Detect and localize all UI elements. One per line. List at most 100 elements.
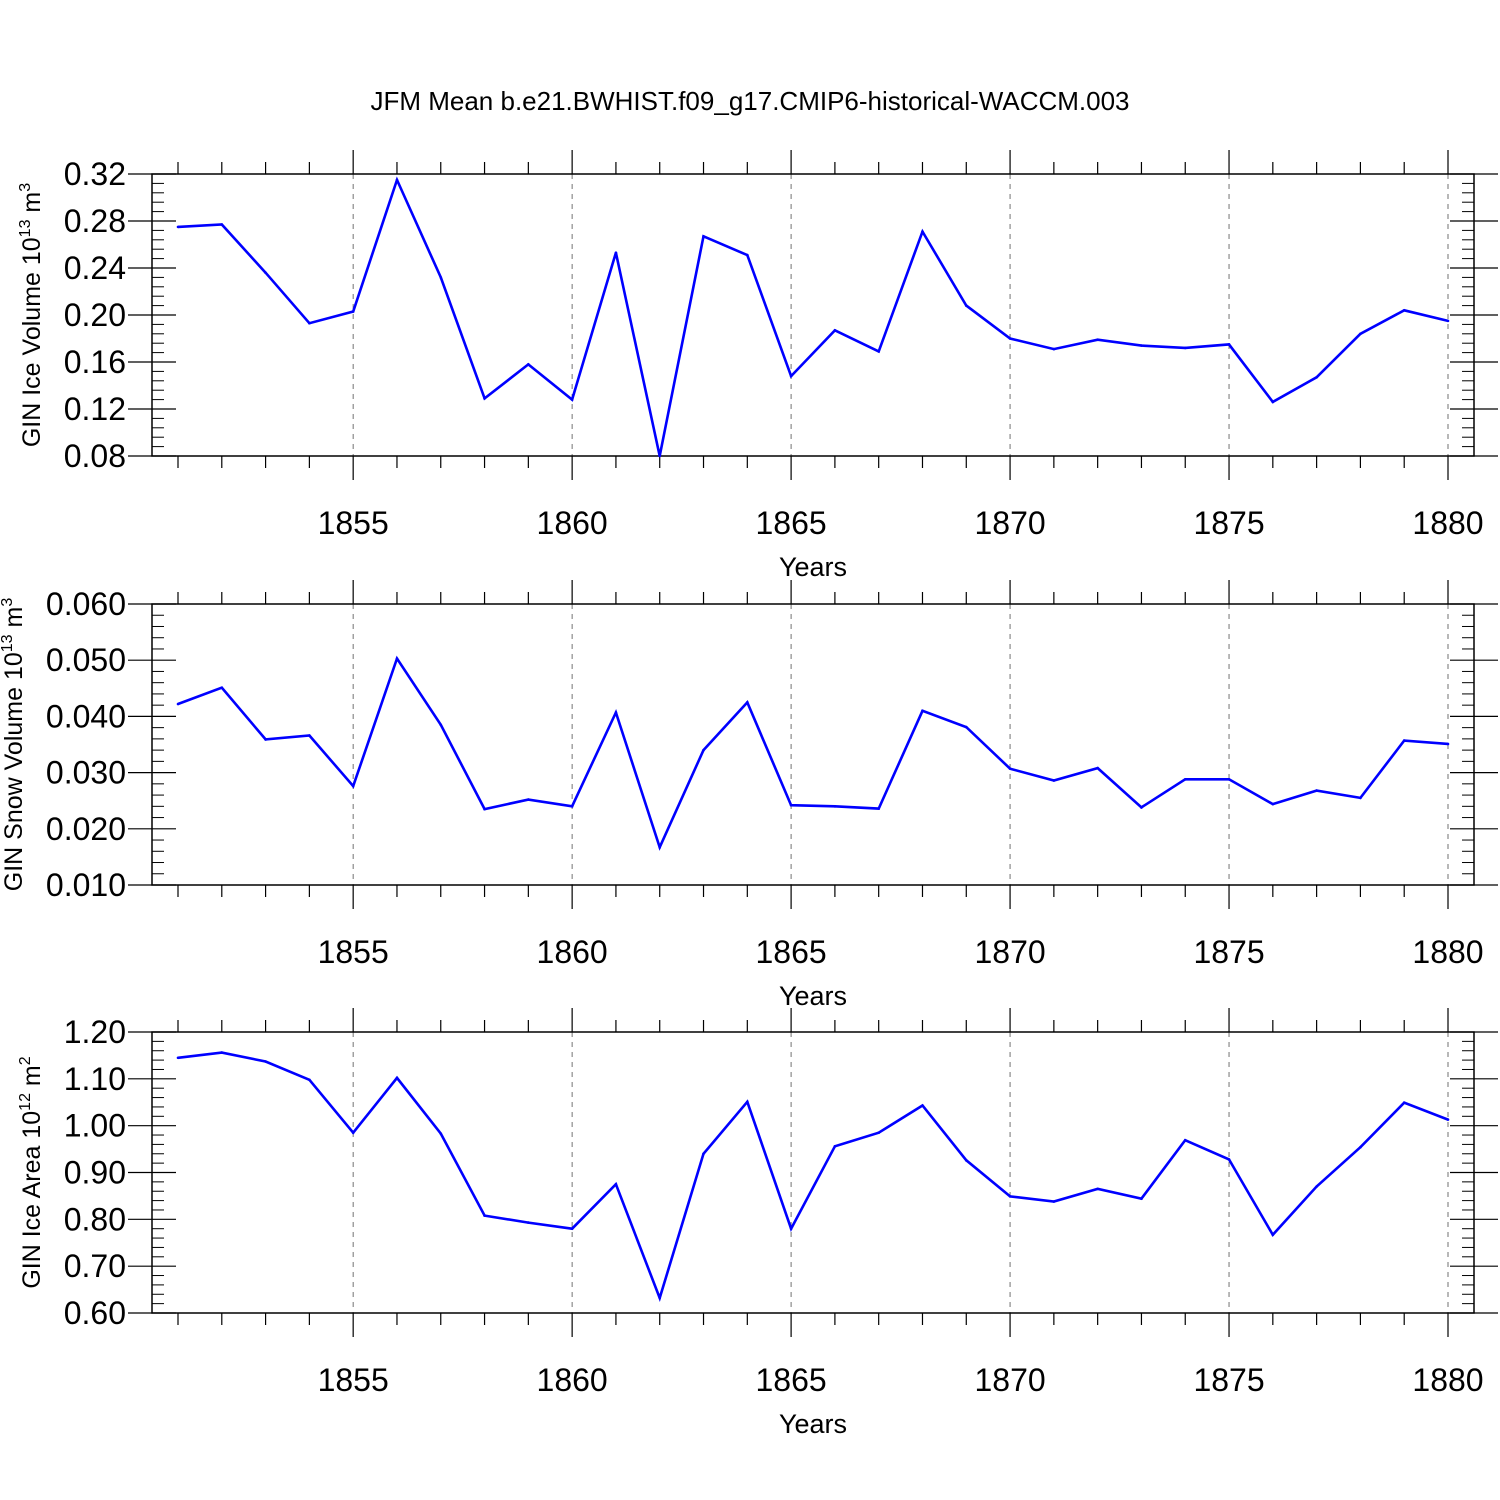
data-point bbox=[395, 178, 399, 182]
data-point bbox=[1315, 375, 1318, 379]
x-tick-label: 1870 bbox=[974, 505, 1045, 541]
data-point bbox=[1446, 1118, 1450, 1121]
data-point bbox=[527, 1221, 530, 1224]
data-point bbox=[1096, 338, 1099, 341]
data-point bbox=[746, 701, 749, 704]
y-tick-label: 0.28 bbox=[64, 203, 126, 239]
data-point bbox=[877, 1131, 880, 1134]
y-tick-label: 0.040 bbox=[46, 698, 126, 734]
y-axis-title: GIN Snow Volume 1013 m3 bbox=[0, 598, 28, 892]
x-tick-label: 1875 bbox=[1193, 505, 1264, 541]
data-point bbox=[439, 1132, 443, 1135]
data-point bbox=[1052, 779, 1056, 782]
y-tick-label: 0.90 bbox=[64, 1155, 126, 1191]
data-point bbox=[220, 223, 224, 226]
data-point bbox=[921, 709, 924, 713]
data-point bbox=[702, 234, 705, 238]
y-tick-label: 0.030 bbox=[46, 755, 126, 791]
x-tick-label: 1860 bbox=[537, 1362, 608, 1398]
x-tick-label: 1870 bbox=[974, 934, 1045, 970]
data-point bbox=[1359, 796, 1362, 800]
data-point bbox=[1315, 789, 1318, 792]
x-tick-label: 1860 bbox=[537, 934, 608, 970]
x-tick-label: 1865 bbox=[756, 505, 827, 541]
data-point bbox=[1052, 1200, 1056, 1203]
y-tick-label: 0.24 bbox=[64, 250, 126, 286]
y-tick-label: 0.08 bbox=[64, 438, 126, 474]
data-point bbox=[176, 225, 180, 229]
data-point bbox=[833, 328, 837, 332]
data-point bbox=[1052, 347, 1056, 351]
data-point bbox=[1315, 1185, 1318, 1188]
plot-frame bbox=[151, 603, 1475, 886]
data-point bbox=[264, 271, 267, 275]
data-point bbox=[1446, 319, 1450, 323]
x-tick-label: 1860 bbox=[537, 505, 608, 541]
data-point bbox=[658, 1296, 662, 1300]
x-axis-title: Years bbox=[779, 552, 847, 582]
x-tick-label: 1880 bbox=[1412, 505, 1483, 541]
data-point bbox=[877, 807, 880, 810]
data-point bbox=[746, 253, 749, 257]
y-axis-title: GIN Ice Area 1012 m2 bbox=[17, 1056, 46, 1288]
data-point bbox=[1008, 767, 1012, 770]
data-point bbox=[570, 805, 574, 808]
data-point bbox=[1227, 778, 1231, 781]
data-point bbox=[1008, 337, 1012, 340]
data-point bbox=[220, 1051, 224, 1054]
data-point bbox=[658, 846, 662, 849]
data-point bbox=[570, 398, 574, 401]
y-tick-label: 0.12 bbox=[64, 391, 126, 427]
data-point bbox=[308, 734, 311, 737]
data-point bbox=[439, 276, 443, 279]
y-tick-label: 0.60 bbox=[64, 1295, 126, 1331]
x-tick-label: 1875 bbox=[1193, 934, 1264, 970]
data-point bbox=[789, 374, 793, 378]
x-tick-label: 1880 bbox=[1412, 1362, 1483, 1398]
data-point bbox=[351, 310, 355, 313]
data-point bbox=[1271, 1233, 1275, 1237]
y-tick-label: 0.20 bbox=[64, 297, 126, 333]
data-point bbox=[351, 784, 355, 788]
y-tick-label: 0.050 bbox=[46, 642, 126, 678]
data-point bbox=[1227, 1158, 1231, 1161]
data-point bbox=[527, 798, 530, 801]
data-point bbox=[176, 1056, 180, 1060]
y-tick-label: 0.060 bbox=[46, 586, 126, 622]
y-tick-label: 1.10 bbox=[64, 1061, 126, 1097]
data-point bbox=[1402, 309, 1406, 312]
data-point bbox=[746, 1100, 749, 1104]
data-point bbox=[1140, 344, 1143, 347]
data-point bbox=[1140, 1197, 1143, 1201]
data-point bbox=[833, 1144, 837, 1148]
data-point bbox=[614, 711, 618, 714]
data-point bbox=[702, 1152, 705, 1156]
data-point bbox=[220, 686, 224, 690]
data-point bbox=[1096, 766, 1099, 770]
x-tick-label: 1865 bbox=[756, 1362, 827, 1398]
x-tick-label: 1875 bbox=[1193, 1362, 1264, 1398]
data-point bbox=[527, 363, 530, 366]
data-point bbox=[308, 321, 311, 325]
x-axis-title: Years bbox=[779, 981, 847, 1011]
x-axis-title: Years bbox=[779, 1409, 847, 1439]
data-point bbox=[1271, 802, 1275, 806]
y-tick-label: 0.010 bbox=[46, 867, 126, 903]
data-point bbox=[789, 1227, 793, 1230]
data-point bbox=[1359, 332, 1362, 336]
data-point bbox=[614, 1182, 618, 1186]
data-point bbox=[395, 1076, 399, 1080]
data-point bbox=[702, 748, 705, 752]
series-line bbox=[177, 1051, 1449, 1302]
data-point bbox=[1096, 1187, 1099, 1191]
data-point bbox=[1402, 739, 1406, 742]
data-point bbox=[1446, 742, 1450, 746]
data-point bbox=[921, 1104, 924, 1107]
data-point bbox=[483, 397, 486, 400]
x-tick-label: 1855 bbox=[318, 934, 389, 970]
series-line bbox=[177, 655, 1449, 851]
data-point bbox=[264, 738, 267, 741]
data-point bbox=[483, 1214, 486, 1217]
x-tick-label: 1880 bbox=[1412, 934, 1483, 970]
